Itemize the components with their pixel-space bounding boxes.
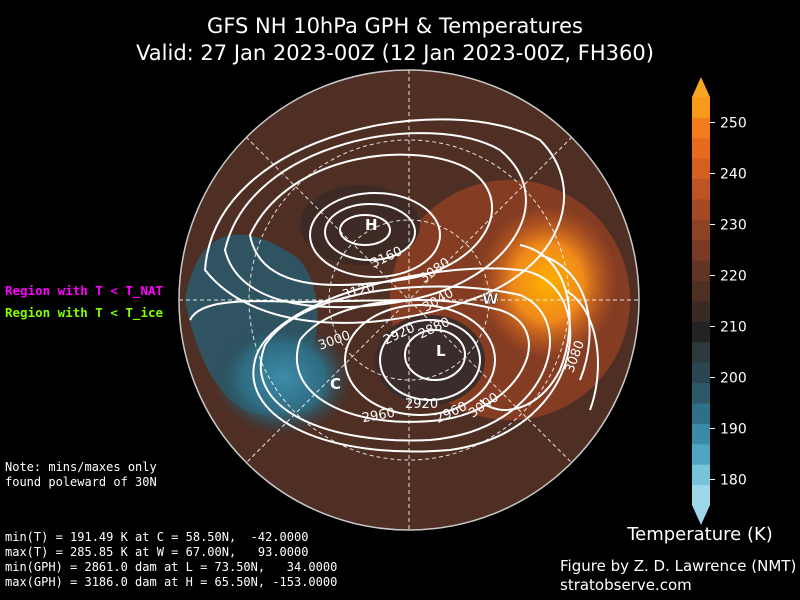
marker-c: C [330, 375, 341, 393]
extrema-markers: H L W C [330, 216, 499, 393]
colorbar-tick-label: 210 [720, 320, 747, 336]
map-boundary [178, 69, 640, 531]
colorbar-segment [692, 403, 710, 424]
credit-author: Figure by Z. D. Lawrence (NMT) [560, 557, 797, 575]
marker-h: H [365, 216, 378, 234]
chart-subtitle: Valid: 27 Jan 2023-00Z (12 Jan 2023-00Z,… [136, 41, 654, 65]
colorbar-segment [692, 97, 710, 118]
colorbar-segment [692, 362, 710, 384]
chart-title: GFS NH 10hPa GPH & Temperatures [207, 14, 583, 38]
graticule [179, 70, 639, 530]
colorbar-segment [692, 219, 710, 241]
colorbar-label: Temperature (K) [626, 524, 773, 545]
colorbar-segment [692, 239, 710, 261]
colorbar-segment [692, 260, 710, 282]
colorbar-segment [692, 199, 710, 220]
colorbar-arrow-bottom [692, 505, 710, 525]
colorbar-segment [692, 280, 710, 302]
stats-block: min(T) = 191.49 K at C = 58.50N, -42.000… [5, 530, 337, 590]
colorbar-segment [692, 117, 710, 139]
colorbar-segments [692, 77, 710, 525]
stat-line: max(T) = 285.85 K at W = 67.00N, 93.0000 [5, 545, 309, 559]
colorbar-segment [692, 158, 710, 180]
colorbar-segment [692, 464, 710, 486]
colorbar-segment [692, 382, 710, 404]
colorbar-segment [692, 484, 710, 506]
contour-label: 2920 [405, 397, 438, 412]
legend-nat: Region with T < T_NAT [5, 283, 164, 298]
gph-contours [189, 118, 599, 453]
marker-w: W [482, 290, 499, 308]
legend-ice: Region with T < T_ice [5, 305, 164, 320]
note-line: found poleward of 30N [5, 475, 157, 489]
stat-line: min(GPH) = 2861.0 dam at L = 73.50N, 34.… [5, 560, 338, 574]
colorbar-ticks: 180 190 200 210 220 230 240 250 [710, 116, 747, 489]
contour-label: 2960 [361, 406, 396, 427]
note-line: Note: mins/maxes only [5, 460, 157, 474]
colorbar-segment [692, 321, 710, 343]
colorbar-tick-label: 220 [720, 269, 747, 285]
stat-line: min(T) = 191.49 K at C = 58.50N, -42.000… [5, 530, 309, 544]
colorbar-segment [692, 178, 710, 200]
colorbar-tick-label: 230 [720, 218, 747, 234]
credit-site: stratobserve.com [560, 576, 692, 594]
colorbar-tick-label: 180 [720, 473, 747, 489]
colorbar-segment [692, 423, 710, 445]
stat-line: max(GPH) = 3186.0 dam at H = 65.50N, -15… [5, 575, 338, 589]
colorbar-arrow-top [692, 77, 710, 97]
colorbar-segment [692, 137, 710, 159]
colorbar-tick-label: 250 [720, 116, 747, 132]
note: Note: mins/maxes only found poleward of 3… [5, 460, 157, 490]
colorbar-tick-label: 200 [720, 371, 747, 387]
colorbar-segment [692, 301, 710, 322]
marker-l: L [436, 342, 446, 360]
colorbar-tick-label: 190 [720, 422, 747, 438]
colorbar-segment [692, 443, 710, 465]
colorbar-tick-label: 240 [720, 167, 747, 183]
colorbar-segment [692, 341, 710, 363]
